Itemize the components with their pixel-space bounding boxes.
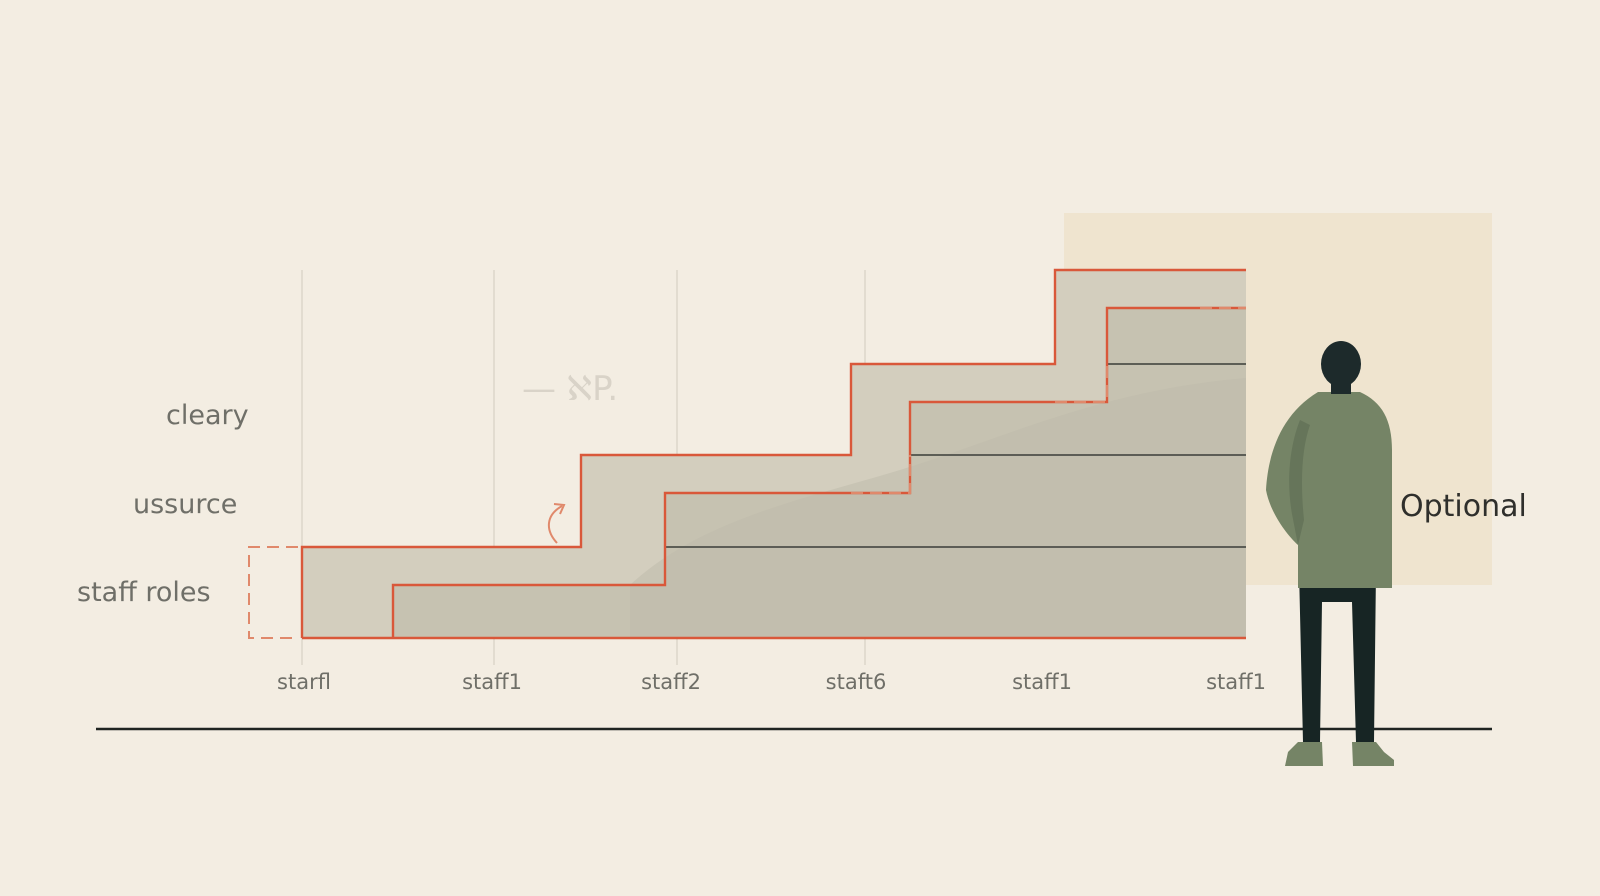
row-label-ussurce: ussurce — [133, 489, 237, 520]
row-label-cleary: cleary — [166, 400, 249, 431]
side-label-optional: Optional — [1400, 489, 1527, 524]
faint-text: — ℵP. — [522, 369, 618, 409]
person-figure — [1266, 341, 1394, 766]
tick-label-5: staff1 — [1012, 670, 1072, 694]
figure-head — [1321, 341, 1361, 387]
staircase-back-outline — [300, 268, 1246, 638]
level-lines — [665, 363, 1246, 548]
tick-label-6: staff1 — [1206, 670, 1266, 694]
tick-label-2: staff1 — [462, 670, 522, 694]
tick-label-1: starfl — [277, 670, 331, 694]
tick-label-4: staft6 — [826, 670, 887, 694]
shadow-shape — [630, 378, 1246, 638]
figure-arm — [1289, 420, 1310, 545]
curved-arrow-icon — [548, 503, 566, 544]
figure-shoe-left — [1285, 742, 1323, 766]
dashed-connectors — [248, 307, 1246, 639]
figure-legs — [1299, 570, 1376, 742]
figure-neck — [1331, 380, 1351, 394]
figure-shoe-right — [1352, 742, 1394, 766]
row-label-staff-roles: staff roles — [77, 577, 211, 608]
tick-label-3: staff2 — [641, 670, 701, 694]
